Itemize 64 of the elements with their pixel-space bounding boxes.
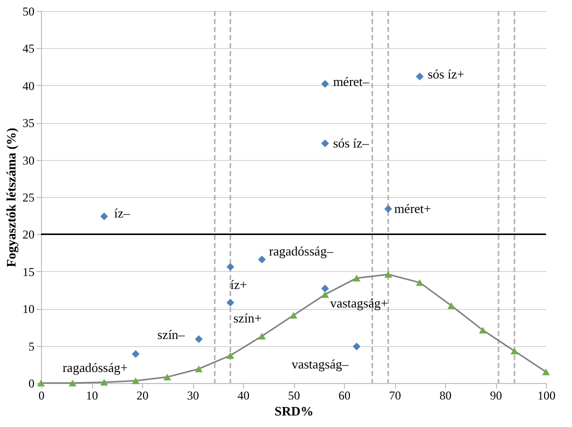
- annotation: vastagság–: [292, 356, 350, 372]
- point: [226, 298, 234, 307]
- point: [352, 274, 360, 282]
- point: [479, 326, 487, 334]
- annotation: ragadósság+: [62, 360, 128, 375]
- point: [194, 366, 203, 372]
- annotation: sós íz–: [333, 135, 370, 150]
- annotation: szín–: [157, 327, 186, 342]
- point: [132, 350, 140, 358]
- x-axis-title: SRD%: [274, 404, 314, 418]
- point: [226, 352, 234, 359]
- point: [68, 380, 76, 386]
- point: [100, 212, 108, 220]
- point: [416, 279, 424, 286]
- point: [226, 263, 234, 271]
- x-tick-label: 50: [288, 388, 300, 402]
- y-tick-label: 10: [22, 302, 34, 316]
- annotation: méret–: [333, 74, 370, 89]
- x-tick-label: 20: [136, 388, 148, 402]
- x-tick-label: 30: [187, 388, 199, 402]
- point: [542, 368, 550, 376]
- y-tick-label: 20: [22, 228, 34, 242]
- x-tick-label: 0: [38, 388, 44, 402]
- annotation: méret+: [394, 200, 432, 216]
- point: [258, 256, 266, 264]
- annotation: szín+: [233, 310, 262, 326]
- x-tick-label: 100: [538, 388, 556, 402]
- point: [321, 291, 329, 298]
- point: [321, 140, 329, 148]
- point: [290, 312, 298, 319]
- point: [100, 378, 108, 386]
- y-tick-label: 35: [22, 116, 34, 130]
- y-tick-label: 25: [22, 190, 34, 204]
- point: [384, 205, 392, 213]
- y-tick-label: 50: [22, 4, 34, 18]
- annotation: íz+: [230, 276, 248, 292]
- point: [194, 335, 203, 343]
- annotation: ragadósság–: [268, 243, 334, 258]
- annotation: sós íz+: [428, 66, 464, 82]
- point: [416, 72, 424, 80]
- x-tick-label: 90: [490, 388, 502, 402]
- point: [321, 284, 329, 292]
- y-tick-label: 15: [22, 264, 34, 279]
- x-tick-label: 70: [389, 388, 401, 402]
- x-tick-label: 10: [86, 388, 98, 402]
- y-tick-label: 5: [28, 339, 34, 354]
- point: [163, 374, 172, 380]
- y-tick-label: 30: [22, 153, 34, 168]
- x-tick-label: 60: [338, 388, 350, 402]
- y-tick-label: 40: [22, 78, 34, 93]
- point: [510, 348, 518, 354]
- y-axis-title: Fogyasztók létszáma (%): [4, 128, 18, 268]
- y-tick-label: 45: [22, 42, 34, 56]
- point: [321, 80, 329, 88]
- point: [352, 342, 360, 350]
- point: [258, 332, 266, 340]
- x-tick-label: 80: [440, 388, 452, 402]
- x-tick-label: 40: [238, 388, 250, 402]
- annotation: íz–: [114, 205, 131, 220]
- annotation: vastagság+: [330, 296, 388, 311]
- point: [447, 302, 456, 309]
- y-tick-label: 0: [28, 376, 34, 390]
- point: [132, 377, 140, 384]
- point: [384, 271, 392, 278]
